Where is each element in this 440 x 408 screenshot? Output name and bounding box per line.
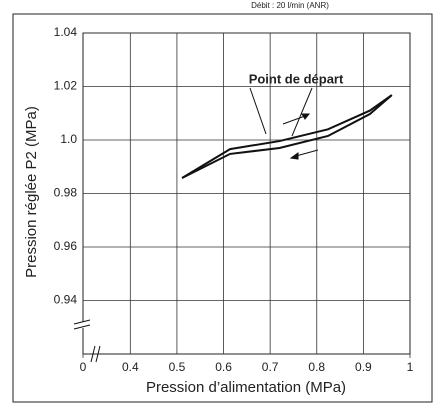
x-tick-label: 0.9 [355,360,372,374]
axis-break [90,345,101,363]
x-tick-label: 0.5 [169,360,186,374]
x-axis-label: Pression d’alimentation (MPa) [146,379,346,396]
annotation: Point de départ [249,71,344,86]
line-series [181,94,393,179]
y-tick-label: 1.0 [60,132,77,146]
x-tick-label: 0.8 [308,360,325,374]
y-tick-label: 0.94 [54,293,78,307]
x-tick-label: 0.6 [215,360,232,374]
axis-break [73,319,91,330]
y-axis-label: Pression réglée P2 (MPa) [23,106,40,278]
annotation-leaders [249,87,313,137]
frame [12,13,433,403]
x-tick-label: 1 [407,360,414,374]
line-series [181,94,393,179]
x-tick-label: 0 [80,360,87,374]
y-tick-label: 1.04 [54,25,78,39]
direction-arrows [282,113,319,160]
x-tick-label: 0.7 [262,360,279,374]
subtitle: Débit : 20 l/min (ANR) [251,1,329,10]
y-tick-label: 1.02 [54,79,78,93]
y-tick-label: 0.96 [54,239,78,253]
axis-break-gap [77,322,89,328]
y-tick-label: 0.98 [54,186,78,200]
x-tick-label: 0.4 [122,360,139,374]
